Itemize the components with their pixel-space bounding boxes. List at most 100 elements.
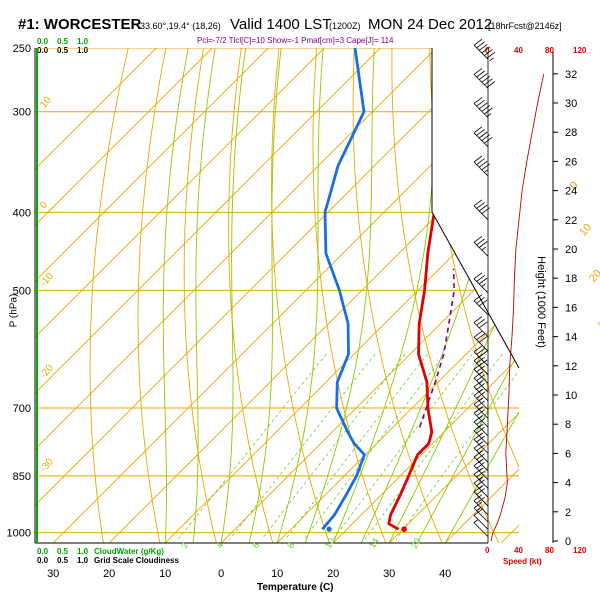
wind-barb-flag xyxy=(476,418,485,425)
wind-barb-flag xyxy=(476,275,485,282)
wind-barb-half xyxy=(478,432,484,437)
mixing-ratio-line xyxy=(261,353,406,540)
wind-barb xyxy=(473,377,489,393)
height-tick-label: 32 xyxy=(565,69,577,81)
height-tick-label: 12 xyxy=(565,361,577,373)
wind-barb-half xyxy=(478,467,484,472)
mixing-ratio-line xyxy=(395,353,519,540)
wind-barb-flag xyxy=(476,470,485,478)
dewpoint-line xyxy=(321,48,366,531)
dry-adiabat-line xyxy=(429,48,519,543)
wind-barb-flag xyxy=(476,158,485,165)
wind-barb xyxy=(473,439,489,454)
cloudiness-tick-2: 1.0 xyxy=(77,46,89,55)
parcel-line xyxy=(418,268,456,428)
wind-barb xyxy=(473,336,489,352)
wind-barb xyxy=(473,351,489,367)
speed-bottom-tick-80: 80 xyxy=(545,546,554,555)
wind-barb-flag xyxy=(476,238,485,246)
height-tick-label: 28 xyxy=(565,127,577,139)
isotherm-line xyxy=(35,48,325,543)
moist-adiabat-line xyxy=(304,48,375,543)
station-coords: -33.60°,19.4° (18,26) xyxy=(137,21,221,31)
wind-barb-flag xyxy=(476,202,485,209)
wind-barb-flag xyxy=(473,97,483,104)
wind-barb-flag xyxy=(484,136,493,144)
dry-adiabat-line xyxy=(580,48,600,543)
wind-barb-half xyxy=(478,458,484,463)
dry-adiabat-line xyxy=(271,48,330,543)
wind-barb-flag xyxy=(476,129,485,136)
wind-barb xyxy=(473,482,489,498)
wind-barb xyxy=(473,395,489,410)
speed-top-tick-40: 40 xyxy=(514,46,523,55)
moist-adiabat-line xyxy=(444,48,519,543)
wind-barb-flag xyxy=(476,333,485,341)
mixing-ratio-line xyxy=(332,353,473,540)
isotherm-line xyxy=(35,48,381,543)
wind-barb-flag xyxy=(476,435,485,443)
mixing-ratio-line xyxy=(229,353,376,540)
wind-barb-flag xyxy=(481,207,491,214)
cloud-water-label: CloudWater (g/Kg) xyxy=(94,547,164,556)
moist-adiabat-line xyxy=(248,48,282,543)
cloudiness-bottom-tick-1: 0.5 xyxy=(57,556,69,565)
isotherm-line xyxy=(388,48,519,543)
wind-barb xyxy=(473,515,489,530)
wind-barb-flag xyxy=(473,272,483,280)
wind-barb xyxy=(473,474,489,489)
cloudiness-label: Grid Scale Cloudiness xyxy=(94,556,179,565)
cloud-water-bottom-tick-2: 1.0 xyxy=(77,547,89,556)
cloudiness-bottom-tick-2: 1.0 xyxy=(77,556,89,565)
wind-barb-flag xyxy=(476,453,485,460)
wind-barb-flag xyxy=(478,277,488,285)
wind-barb-flag xyxy=(473,199,483,207)
utc-time: (1200Z) xyxy=(329,21,361,31)
wind-barb-half xyxy=(476,507,481,511)
wind-barb-flag xyxy=(476,318,485,326)
height-tick-label: 24 xyxy=(565,186,577,198)
moist-adiabat-line xyxy=(220,48,247,543)
wind-barb-flag xyxy=(476,444,485,452)
wind-speed-line xyxy=(490,73,545,542)
wind-barb-flag xyxy=(473,330,483,338)
wind-barb-flag xyxy=(481,163,491,171)
wind-barb-flag xyxy=(476,400,485,408)
wind-barb-flag xyxy=(478,336,488,343)
pressure-tick-label: 300 xyxy=(13,107,31,119)
mixing-ratio-line xyxy=(177,353,327,540)
speed-bottom-tick-120: 120 xyxy=(573,546,587,555)
wind-barb-flag xyxy=(481,46,491,54)
wind-barb-flag xyxy=(478,204,488,212)
wind-barb-flag xyxy=(486,51,496,59)
height-tick-label: 8 xyxy=(565,419,571,431)
mixing-ratio-label: 4 xyxy=(214,541,225,550)
height-tick-label: 6 xyxy=(565,448,571,460)
wind-barb xyxy=(473,421,489,437)
temperature-tick-label: 40 xyxy=(439,568,451,580)
isotherm-label: 10 xyxy=(577,221,594,238)
mixing-ratio-label: 8 xyxy=(285,541,296,550)
wind-barb-flag xyxy=(476,488,485,495)
wind-barb-flag xyxy=(476,426,485,434)
height-tick-label: 26 xyxy=(565,156,577,168)
wind-barb-flag xyxy=(478,241,488,248)
isotherm-line xyxy=(444,48,519,543)
wind-barb-flag xyxy=(478,131,488,139)
frame-edge xyxy=(431,48,520,369)
station-title: #1: WORCESTER xyxy=(18,16,142,33)
isotherm-line xyxy=(35,48,213,543)
wind-barb xyxy=(473,507,489,523)
wind-barb-flag xyxy=(476,374,485,381)
dry-adiabat-line xyxy=(137,48,167,543)
isotherm-left-label: 10 xyxy=(38,95,54,111)
wind-barb-flag xyxy=(476,383,485,390)
wind-barb-flag xyxy=(473,294,483,302)
wind-barb-flag xyxy=(473,345,483,353)
wind-barb xyxy=(473,491,489,507)
wind-barb xyxy=(473,500,489,516)
wind-barb-flag xyxy=(473,316,483,323)
moist-adiabat-line xyxy=(192,48,216,543)
wind-barb-flag xyxy=(476,497,485,504)
moist-adiabat-line xyxy=(388,48,519,543)
